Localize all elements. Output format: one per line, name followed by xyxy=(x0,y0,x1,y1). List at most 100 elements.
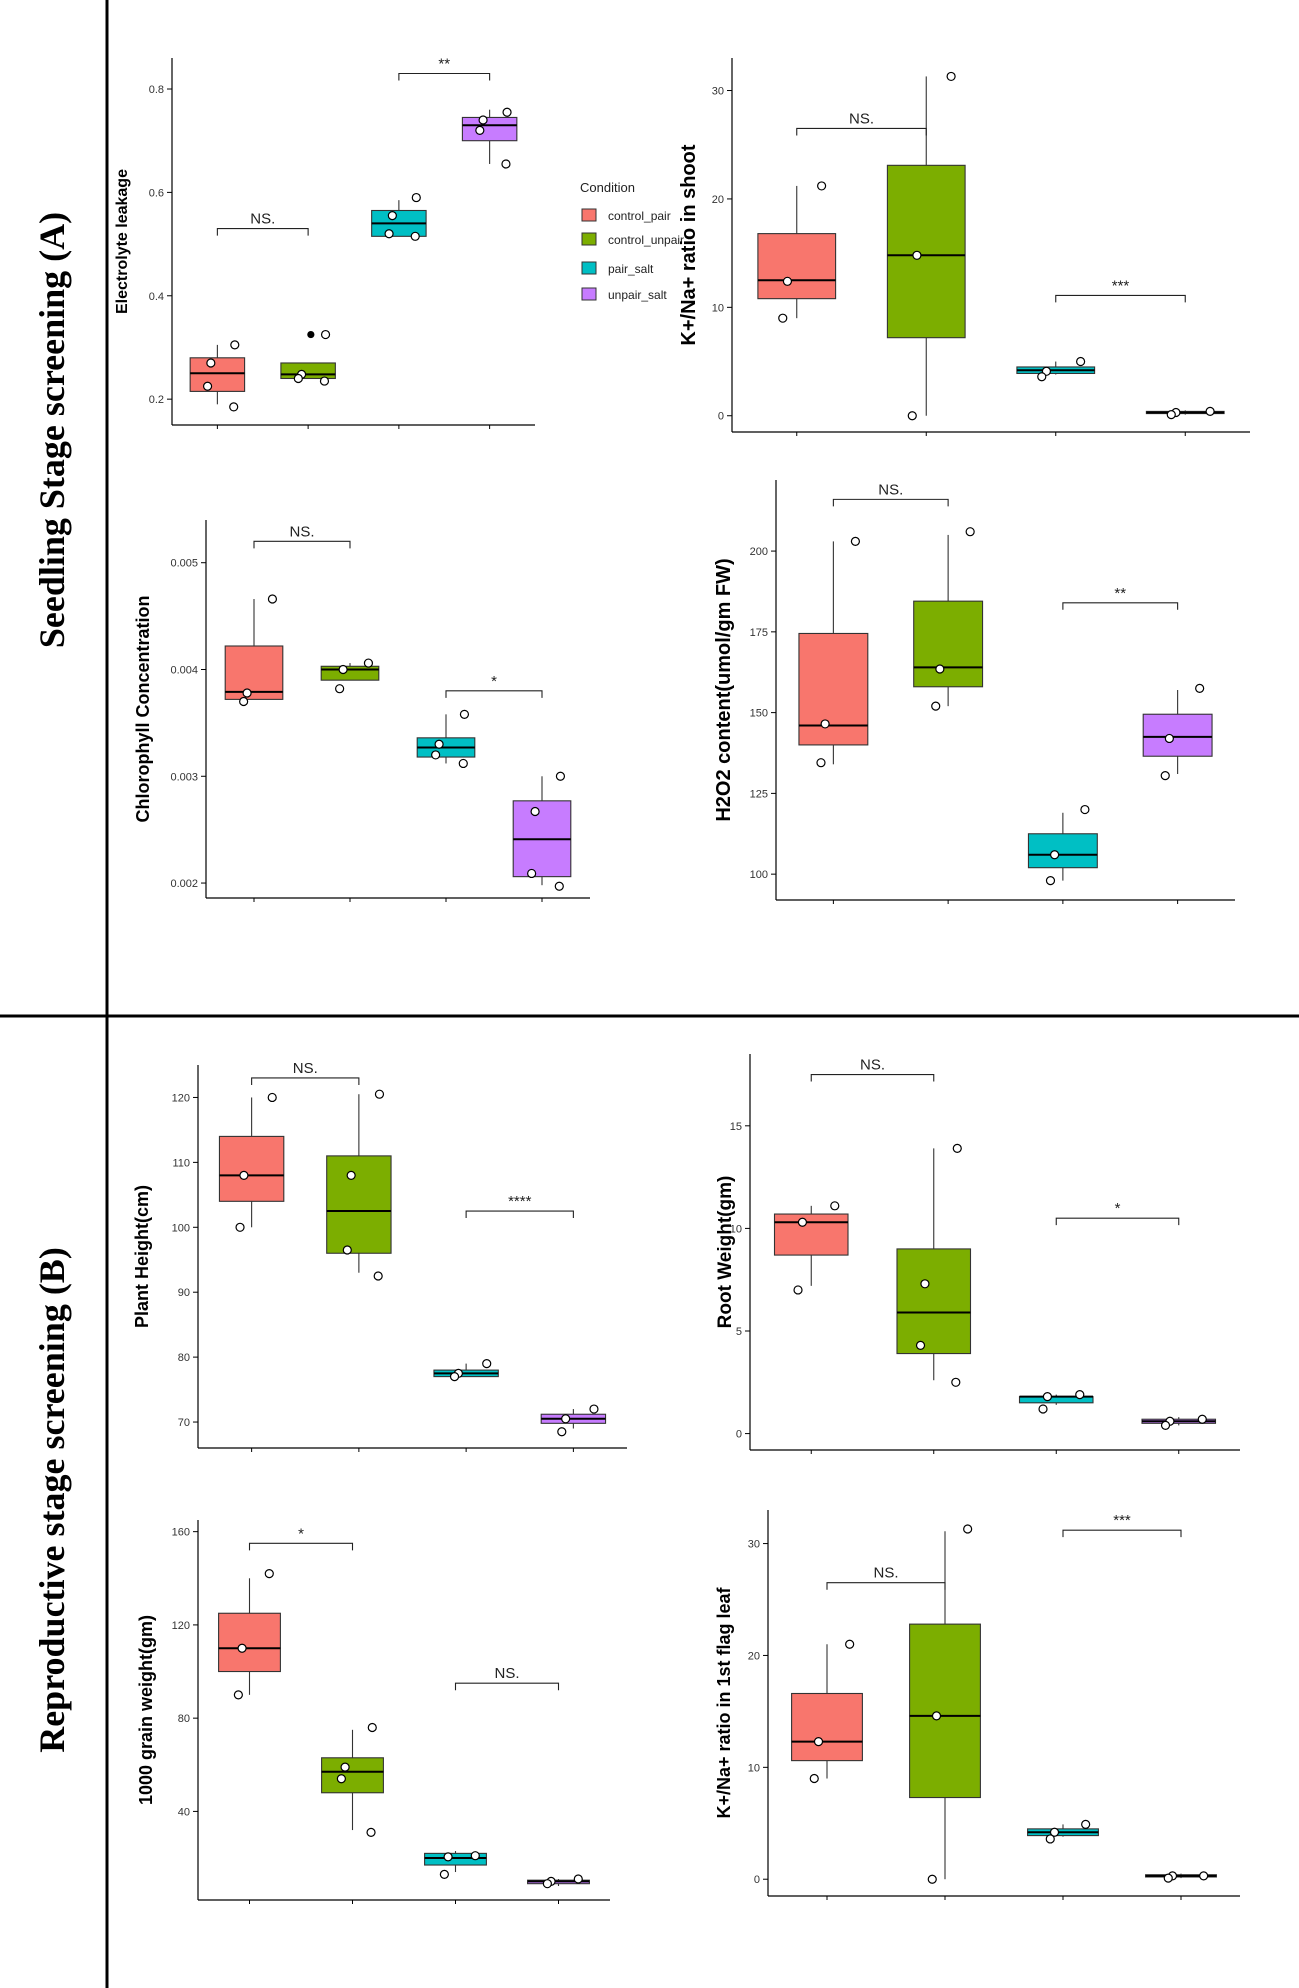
legend-item-unpair-salt: unpair_salt xyxy=(581,287,667,302)
box-control-pair xyxy=(218,1092,285,1232)
data-point xyxy=(1160,771,1170,781)
data-point xyxy=(817,181,827,191)
data-point xyxy=(335,684,345,694)
data-point xyxy=(233,1690,243,1700)
significance-label: *** xyxy=(1112,277,1130,294)
data-point xyxy=(1075,1390,1085,1400)
data-point xyxy=(542,1879,552,1889)
significance-label: *** xyxy=(1113,1512,1131,1529)
box-control-pair xyxy=(791,1639,863,1784)
y-tick-label: 0.003 xyxy=(170,771,198,783)
box-pair-salt xyxy=(1027,1819,1099,1844)
y-tick-label: 0.8 xyxy=(149,84,164,96)
chart-chlorophyll-concentration: 0.002 0.003 0.004 0.005 Chlorophyll Concentr… xyxy=(133,520,590,902)
box-pair-salt xyxy=(433,1359,499,1382)
data-point xyxy=(206,358,216,368)
data-point xyxy=(912,250,922,260)
y-tick-label: 175 xyxy=(750,627,768,639)
chart-1000-grain-weight: 40 80 120 160 1000 grain weight(gm) * NS. xyxy=(136,1520,610,1904)
outlier-point xyxy=(307,330,315,339)
y-tick-label: 200 xyxy=(750,546,768,558)
data-point xyxy=(501,159,511,169)
y-tick-label: 0.004 xyxy=(170,664,198,676)
data-point xyxy=(816,758,826,768)
data-point xyxy=(340,1762,350,1772)
chart-root-weight: 0 5 10 15 Root Weight(gm) NS. * xyxy=(715,1054,1240,1454)
data-point xyxy=(557,1427,567,1437)
y-tick-label: 150 xyxy=(750,708,768,720)
data-point xyxy=(1045,876,1056,886)
data-point xyxy=(907,411,917,421)
y-axis-label: Plant Height(cm) xyxy=(132,1185,152,1328)
data-point xyxy=(530,806,540,817)
data-point xyxy=(1160,1420,1171,1430)
significance-bracket: NS. xyxy=(832,481,949,507)
bracket-line xyxy=(454,1682,560,1691)
data-point xyxy=(336,1774,346,1784)
data-point xyxy=(589,1404,599,1414)
bracket-line xyxy=(216,228,309,236)
y-tick-label: 30 xyxy=(712,86,724,98)
y-axis-label: H2O2 content(umol/gm FW) xyxy=(713,558,735,821)
data-point xyxy=(239,1170,249,1180)
data-point xyxy=(830,1201,840,1211)
significance-label: NS. xyxy=(849,110,874,127)
data-point xyxy=(235,1222,245,1232)
data-point xyxy=(813,1736,824,1747)
bracket-line xyxy=(796,127,927,136)
iqr-box xyxy=(189,357,246,392)
box-control-unpair xyxy=(886,71,966,421)
data-point xyxy=(963,1524,973,1534)
bracket-line xyxy=(826,1582,946,1590)
iqr-box xyxy=(798,632,869,746)
chart-kna-ratio-flag-leaf: 0 10 20 30 K+/Na+ ratio in 1st flag leaf NS. *… xyxy=(714,1510,1240,1900)
box-unpair-salt xyxy=(527,1874,590,1889)
y-tick-label: 0.002 xyxy=(170,878,198,890)
data-point xyxy=(820,719,830,729)
significance-label: ** xyxy=(438,56,450,73)
data-point xyxy=(374,1089,385,1099)
y-tick-label: 0 xyxy=(718,411,724,423)
significance-label: NS. xyxy=(250,211,275,228)
bracket-line xyxy=(1055,294,1186,303)
significance-label: NS. xyxy=(873,1565,898,1582)
iqr-box xyxy=(424,1852,487,1866)
y-tick-label: 80 xyxy=(178,1352,190,1364)
y-tick-label: 80 xyxy=(178,1713,190,1725)
data-point xyxy=(1166,410,1176,420)
legend-label: unpair_salt xyxy=(608,288,667,302)
iqr-box xyxy=(913,600,984,688)
box-control-unpair xyxy=(896,1143,972,1387)
data-point xyxy=(931,1711,942,1721)
data-point xyxy=(1049,1827,1060,1837)
data-point xyxy=(459,709,470,719)
significance-label: NS. xyxy=(293,1060,318,1077)
significance-bracket: * xyxy=(1055,1200,1180,1226)
data-point xyxy=(809,1773,819,1784)
chart-kna-ratio-shoot: 0 10 20 30 K+/Na+ ratio in shoot NS. *** xyxy=(678,58,1250,436)
data-point xyxy=(411,192,421,203)
y-tick-label: 0.005 xyxy=(170,558,198,570)
legend-label: control_pair xyxy=(608,209,671,223)
data-point xyxy=(850,536,861,546)
legend: Condition control_pair control_unpair pa… xyxy=(580,180,684,302)
legend-item-control-unpair: control_unpair xyxy=(581,232,684,247)
data-point xyxy=(366,1827,376,1837)
box-pair-salt xyxy=(1018,1390,1094,1414)
significance-bracket: NS. xyxy=(810,1057,935,1082)
data-point xyxy=(264,1569,274,1579)
iqr-box xyxy=(1027,833,1098,869)
iqr-box xyxy=(320,665,380,681)
legend-swatch xyxy=(581,287,597,301)
box-pair-salt xyxy=(424,1851,487,1879)
data-point xyxy=(267,594,278,604)
data-point xyxy=(320,329,331,340)
y-tick-label: 110 xyxy=(172,1157,190,1169)
box-control-unpair xyxy=(326,1089,392,1281)
iqr-box xyxy=(1142,713,1213,757)
data-point xyxy=(482,1359,492,1369)
iqr-box xyxy=(321,1757,384,1794)
data-point xyxy=(1163,1873,1173,1883)
y-axis-label: K+/Na+ ratio in 1st flag leaf xyxy=(714,1586,734,1818)
data-point xyxy=(782,276,793,286)
